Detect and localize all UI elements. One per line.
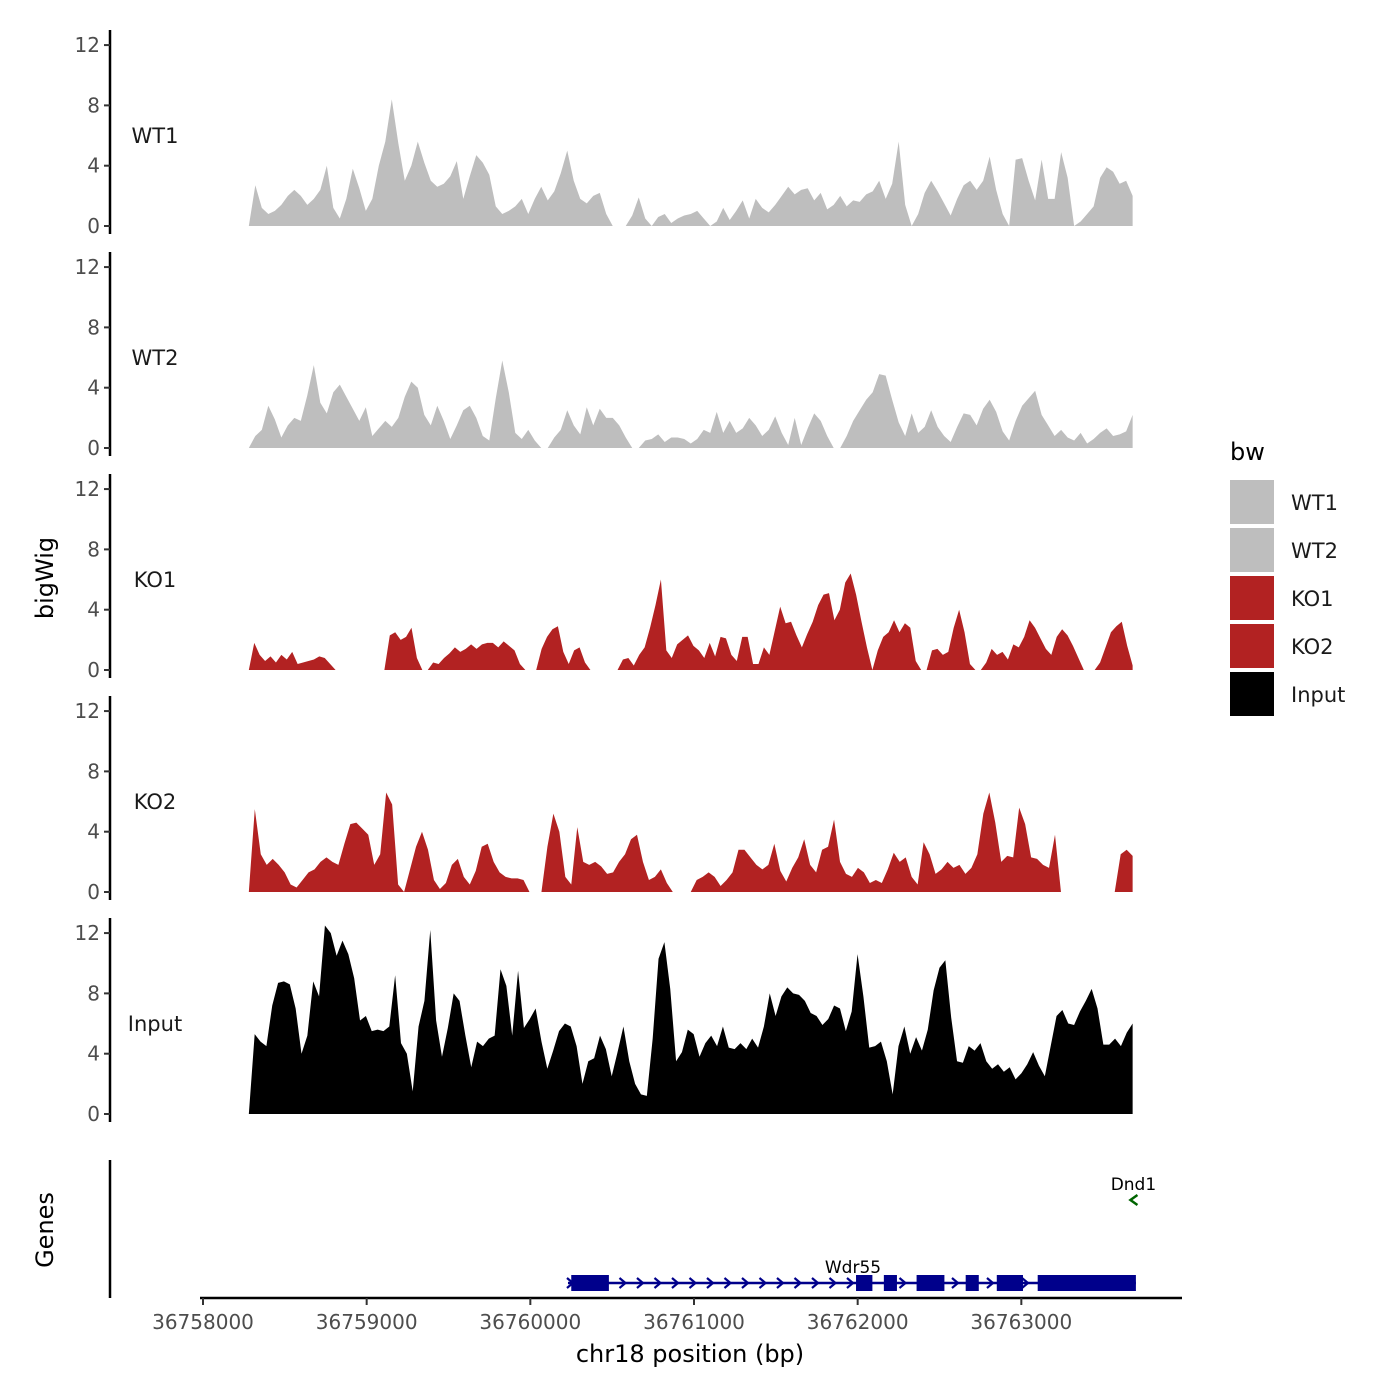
area-wt1 (248, 99, 1133, 226)
y-tick-label: 8 (87, 537, 100, 561)
strand-arrow (671, 1277, 680, 1289)
y-tick-label: 0 (87, 1102, 100, 1126)
x-tick-label: 36762000 (807, 1310, 909, 1334)
legend-swatch (1230, 624, 1274, 668)
area-ko1 (248, 573, 1133, 670)
gene-label: Wdr55 (825, 1258, 881, 1278)
strand-arrow (1021, 1277, 1030, 1289)
y-tick-label: 12 (75, 33, 100, 57)
legend-label: Input (1291, 683, 1345, 707)
y-tick-label: 0 (87, 214, 100, 238)
strand-arrow (793, 1277, 803, 1289)
y-tick-label: 4 (87, 820, 100, 844)
y-tick-label: 12 (75, 699, 100, 723)
y-tick-label: 4 (87, 376, 100, 400)
track-label: KO2 (134, 790, 177, 814)
area-ko2 (248, 792, 1133, 892)
y-axis-title: bigWig (31, 537, 59, 619)
legend-item-wt1: WT1 (1230, 480, 1338, 524)
strand-arrow (898, 1277, 908, 1289)
track-ko1: 0 4 8 12 KO1 (75, 474, 1133, 682)
y-tick-label: 4 (87, 1042, 100, 1066)
exon (965, 1275, 979, 1291)
strand-arrow (706, 1277, 715, 1289)
y-tick-label: 4 (87, 598, 100, 622)
y-tick-label: 0 (87, 436, 100, 460)
track-input: 0 4 8 12 Input (75, 918, 1133, 1126)
strand-arrow (636, 1277, 645, 1289)
gene-wdr55: Wdr55 (566, 1258, 1136, 1291)
y-tick-label: 8 (87, 981, 100, 1005)
y-tick-label: 0 (87, 658, 100, 682)
strand-arrow (653, 1277, 663, 1289)
y-tick-label: 12 (75, 921, 100, 945)
x-axis: 36758000 36759000 36760000 36761000 36762000… (152, 1296, 1182, 1334)
track-label: WT1 (132, 124, 179, 148)
genes-axis-title: Genes (31, 1192, 59, 1268)
exon (1037, 1275, 1136, 1291)
x-tick-label: 36761000 (643, 1310, 745, 1334)
exon (571, 1275, 609, 1291)
area-input (248, 925, 1133, 1114)
strand-arrow (846, 1277, 855, 1289)
legend-title: bw (1230, 438, 1265, 466)
legend: bw WT1 WT2 KO1 KO2 Input (1230, 438, 1345, 716)
strand-arrow (723, 1277, 733, 1289)
y-tick-label: 8 (87, 759, 100, 783)
exon (856, 1275, 873, 1291)
bigwig-tracks: 0 4 8 12 WT1 0 4 8 12 WT2 0 4 8 12 KO1 0 4 8 12 KO2 0 4 8 12 Inp… (75, 30, 1133, 1126)
exon (916, 1275, 945, 1291)
legend-item-input: Input (1230, 672, 1345, 716)
x-tick-label: 36758000 (152, 1310, 254, 1334)
x-tick-label: 36763000 (970, 1310, 1072, 1334)
gene-dnd1: Dnd1 (1111, 1175, 1156, 1207)
track-label: WT2 (132, 346, 179, 370)
strand-arrow (986, 1277, 995, 1289)
legend-label: KO1 (1291, 587, 1334, 611)
strand-arrow (688, 1277, 698, 1289)
y-tick-label: 12 (75, 477, 100, 501)
x-tick-label: 36759000 (316, 1310, 418, 1334)
exon (883, 1275, 897, 1291)
legend-item-ko1: KO1 (1230, 576, 1334, 620)
legend-swatch (1230, 672, 1274, 716)
y-tick-label: 12 (75, 255, 100, 279)
track-label: KO1 (134, 568, 177, 592)
legend-item-wt2: WT2 (1230, 528, 1338, 572)
strand-arrow (618, 1277, 628, 1289)
strand-arrow (828, 1277, 838, 1289)
legend-label: WT2 (1291, 539, 1338, 563)
strand-arrow (1128, 1193, 1139, 1207)
strand-arrow (951, 1277, 960, 1289)
exon (996, 1275, 1023, 1291)
y-tick-label: 4 (87, 154, 100, 178)
legend-swatch (1230, 576, 1274, 620)
y-tick-label: 0 (87, 880, 100, 904)
strand-arrow (811, 1277, 820, 1289)
legend-label: KO2 (1291, 635, 1334, 659)
area-wt2 (248, 360, 1133, 448)
track-wt2: 0 4 8 12 WT2 (75, 252, 1133, 460)
strand-arrow (776, 1277, 785, 1289)
strand-arrow (741, 1277, 750, 1289)
legend-swatch (1230, 528, 1274, 572)
track-wt1: 0 4 8 12 WT1 (75, 30, 1133, 238)
track-label: Input (128, 1012, 182, 1036)
y-tick-label: 8 (87, 93, 100, 117)
x-axis-title: chr18 position (bp) (576, 1340, 804, 1368)
legend-label: WT1 (1291, 491, 1338, 515)
x-tick-label: 36760000 (479, 1310, 581, 1334)
legend-swatch (1230, 480, 1274, 524)
track-ko2: 0 4 8 12 KO2 (75, 696, 1133, 904)
strand-arrow (758, 1277, 768, 1289)
y-tick-label: 8 (87, 315, 100, 339)
genes-panel: Wdr55 Dnd1 (108, 1160, 1156, 1298)
gene-label: Dnd1 (1111, 1175, 1156, 1195)
legend-item-ko2: KO2 (1230, 624, 1334, 668)
